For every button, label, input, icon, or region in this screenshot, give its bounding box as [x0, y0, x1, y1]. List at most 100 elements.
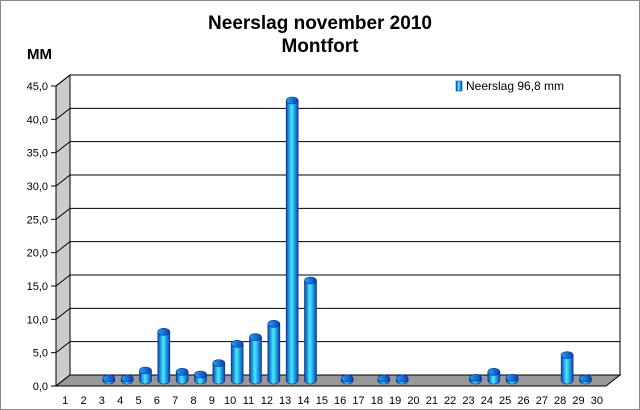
x-tick-label: 1 [62, 395, 68, 407]
x-tick-label: 6 [154, 395, 160, 407]
bar-top [579, 374, 592, 383]
bar-9 [212, 359, 226, 385]
y-tick-label: 30,0 [27, 181, 48, 193]
x-tick-label: 23 [462, 395, 474, 407]
grid-line-side [55, 207, 71, 220]
x-tick-label: 4 [117, 395, 123, 407]
bar-body [230, 343, 244, 385]
x-tick-label: 11 [243, 395, 254, 407]
x-tick-label: 20 [407, 395, 419, 407]
x-tick-label: 14 [297, 395, 309, 407]
bar-body [267, 323, 281, 385]
x-tick-label: 29 [572, 395, 584, 407]
bar-top [469, 374, 482, 382]
x-tick-label: 9 [209, 395, 215, 407]
bar-top [102, 374, 116, 383]
bar-top [304, 276, 317, 285]
y-tick-label: 10,0 [27, 314, 48, 326]
bar-28 [560, 351, 574, 385]
x-tick-label: 5 [135, 395, 141, 407]
bar-top [212, 359, 226, 367]
bar-top [175, 368, 189, 376]
bar-body [304, 280, 317, 385]
x-tick-label: 7 [172, 395, 178, 407]
bar-top [395, 374, 409, 383]
bar-3 [102, 374, 116, 385]
bar-top [560, 351, 574, 359]
bar-body [157, 331, 171, 385]
x-tick-label: 13 [279, 395, 291, 407]
x-tick-label: 28 [554, 395, 566, 407]
legend-swatch [455, 80, 463, 92]
bar-11 [249, 333, 262, 385]
x-tick-label: 26 [517, 395, 529, 407]
x-tick-label: 16 [334, 395, 346, 407]
grid-line-side [55, 274, 71, 287]
back-wall [69, 74, 621, 376]
bar-29 [579, 374, 592, 385]
y-tick-label: 25,0 [27, 214, 48, 226]
bar-top [487, 368, 501, 376]
x-tick-label: 2 [80, 395, 86, 407]
bar-top [340, 374, 354, 383]
bar-4 [120, 374, 134, 385]
bar-5 [139, 366, 152, 385]
chart-subtitle: Montfort [281, 36, 359, 57]
bar-top [377, 374, 391, 383]
y-tick-label: 40,0 [27, 114, 48, 126]
bar-8 [194, 370, 207, 385]
bar-23 [469, 374, 482, 385]
bar-body [560, 354, 574, 385]
y-tick-label: 0,0 [33, 381, 48, 393]
bar-25 [505, 374, 519, 385]
bar-body [139, 370, 152, 385]
bar-body [249, 336, 262, 385]
y-tick-label: 35,0 [27, 148, 48, 160]
bar-6 [157, 328, 171, 385]
x-tick-label: 19 [389, 395, 401, 407]
bar-7 [175, 368, 189, 385]
y-tick-label: 45,0 [27, 81, 48, 93]
x-tick-label: 15 [316, 395, 328, 407]
bar-top [157, 328, 171, 336]
x-tick-label: 10 [224, 395, 236, 407]
bar-top [120, 374, 134, 383]
grid-line-side [55, 107, 71, 120]
chart-title: Neerslag november 2010 [208, 13, 432, 34]
bar-16 [340, 374, 354, 385]
side-wall [55, 73, 71, 388]
x-tick-label: 12 [261, 395, 273, 407]
grid-line-side [55, 174, 71, 187]
legend-label: Neerslag 96,8 mm [466, 79, 564, 93]
x-tick-label: 21 [426, 395, 438, 407]
x-tick-label: 22 [444, 395, 456, 407]
grid-line-side [55, 241, 71, 254]
x-tick-label: 25 [499, 395, 511, 407]
x-tick-label: 24 [481, 395, 493, 407]
y-axis-label: MM [27, 46, 52, 63]
bar-top [230, 340, 244, 348]
bar-top [249, 333, 262, 341]
bar-top [194, 370, 207, 379]
bar-19 [395, 374, 409, 385]
bar-top [139, 366, 152, 375]
bar-body [212, 362, 226, 385]
bar-top [267, 320, 281, 328]
grid-line-side [55, 341, 71, 354]
x-tick-label: 17 [352, 395, 364, 407]
bar-18 [377, 374, 391, 385]
x-tick-label: 8 [190, 395, 196, 407]
bar-14 [304, 276, 317, 385]
x-tick-label: 27 [536, 395, 548, 407]
legend: Neerslag 96,8 mm [455, 79, 564, 93]
bar-13 [285, 96, 299, 385]
bar-top [285, 96, 299, 105]
bar-body [285, 100, 299, 385]
grid-line-side [55, 74, 71, 87]
grid-line-side [55, 307, 71, 320]
bar-top [505, 374, 519, 382]
y-tick-label: 20,0 [27, 248, 48, 260]
grid-line-side [55, 141, 71, 154]
